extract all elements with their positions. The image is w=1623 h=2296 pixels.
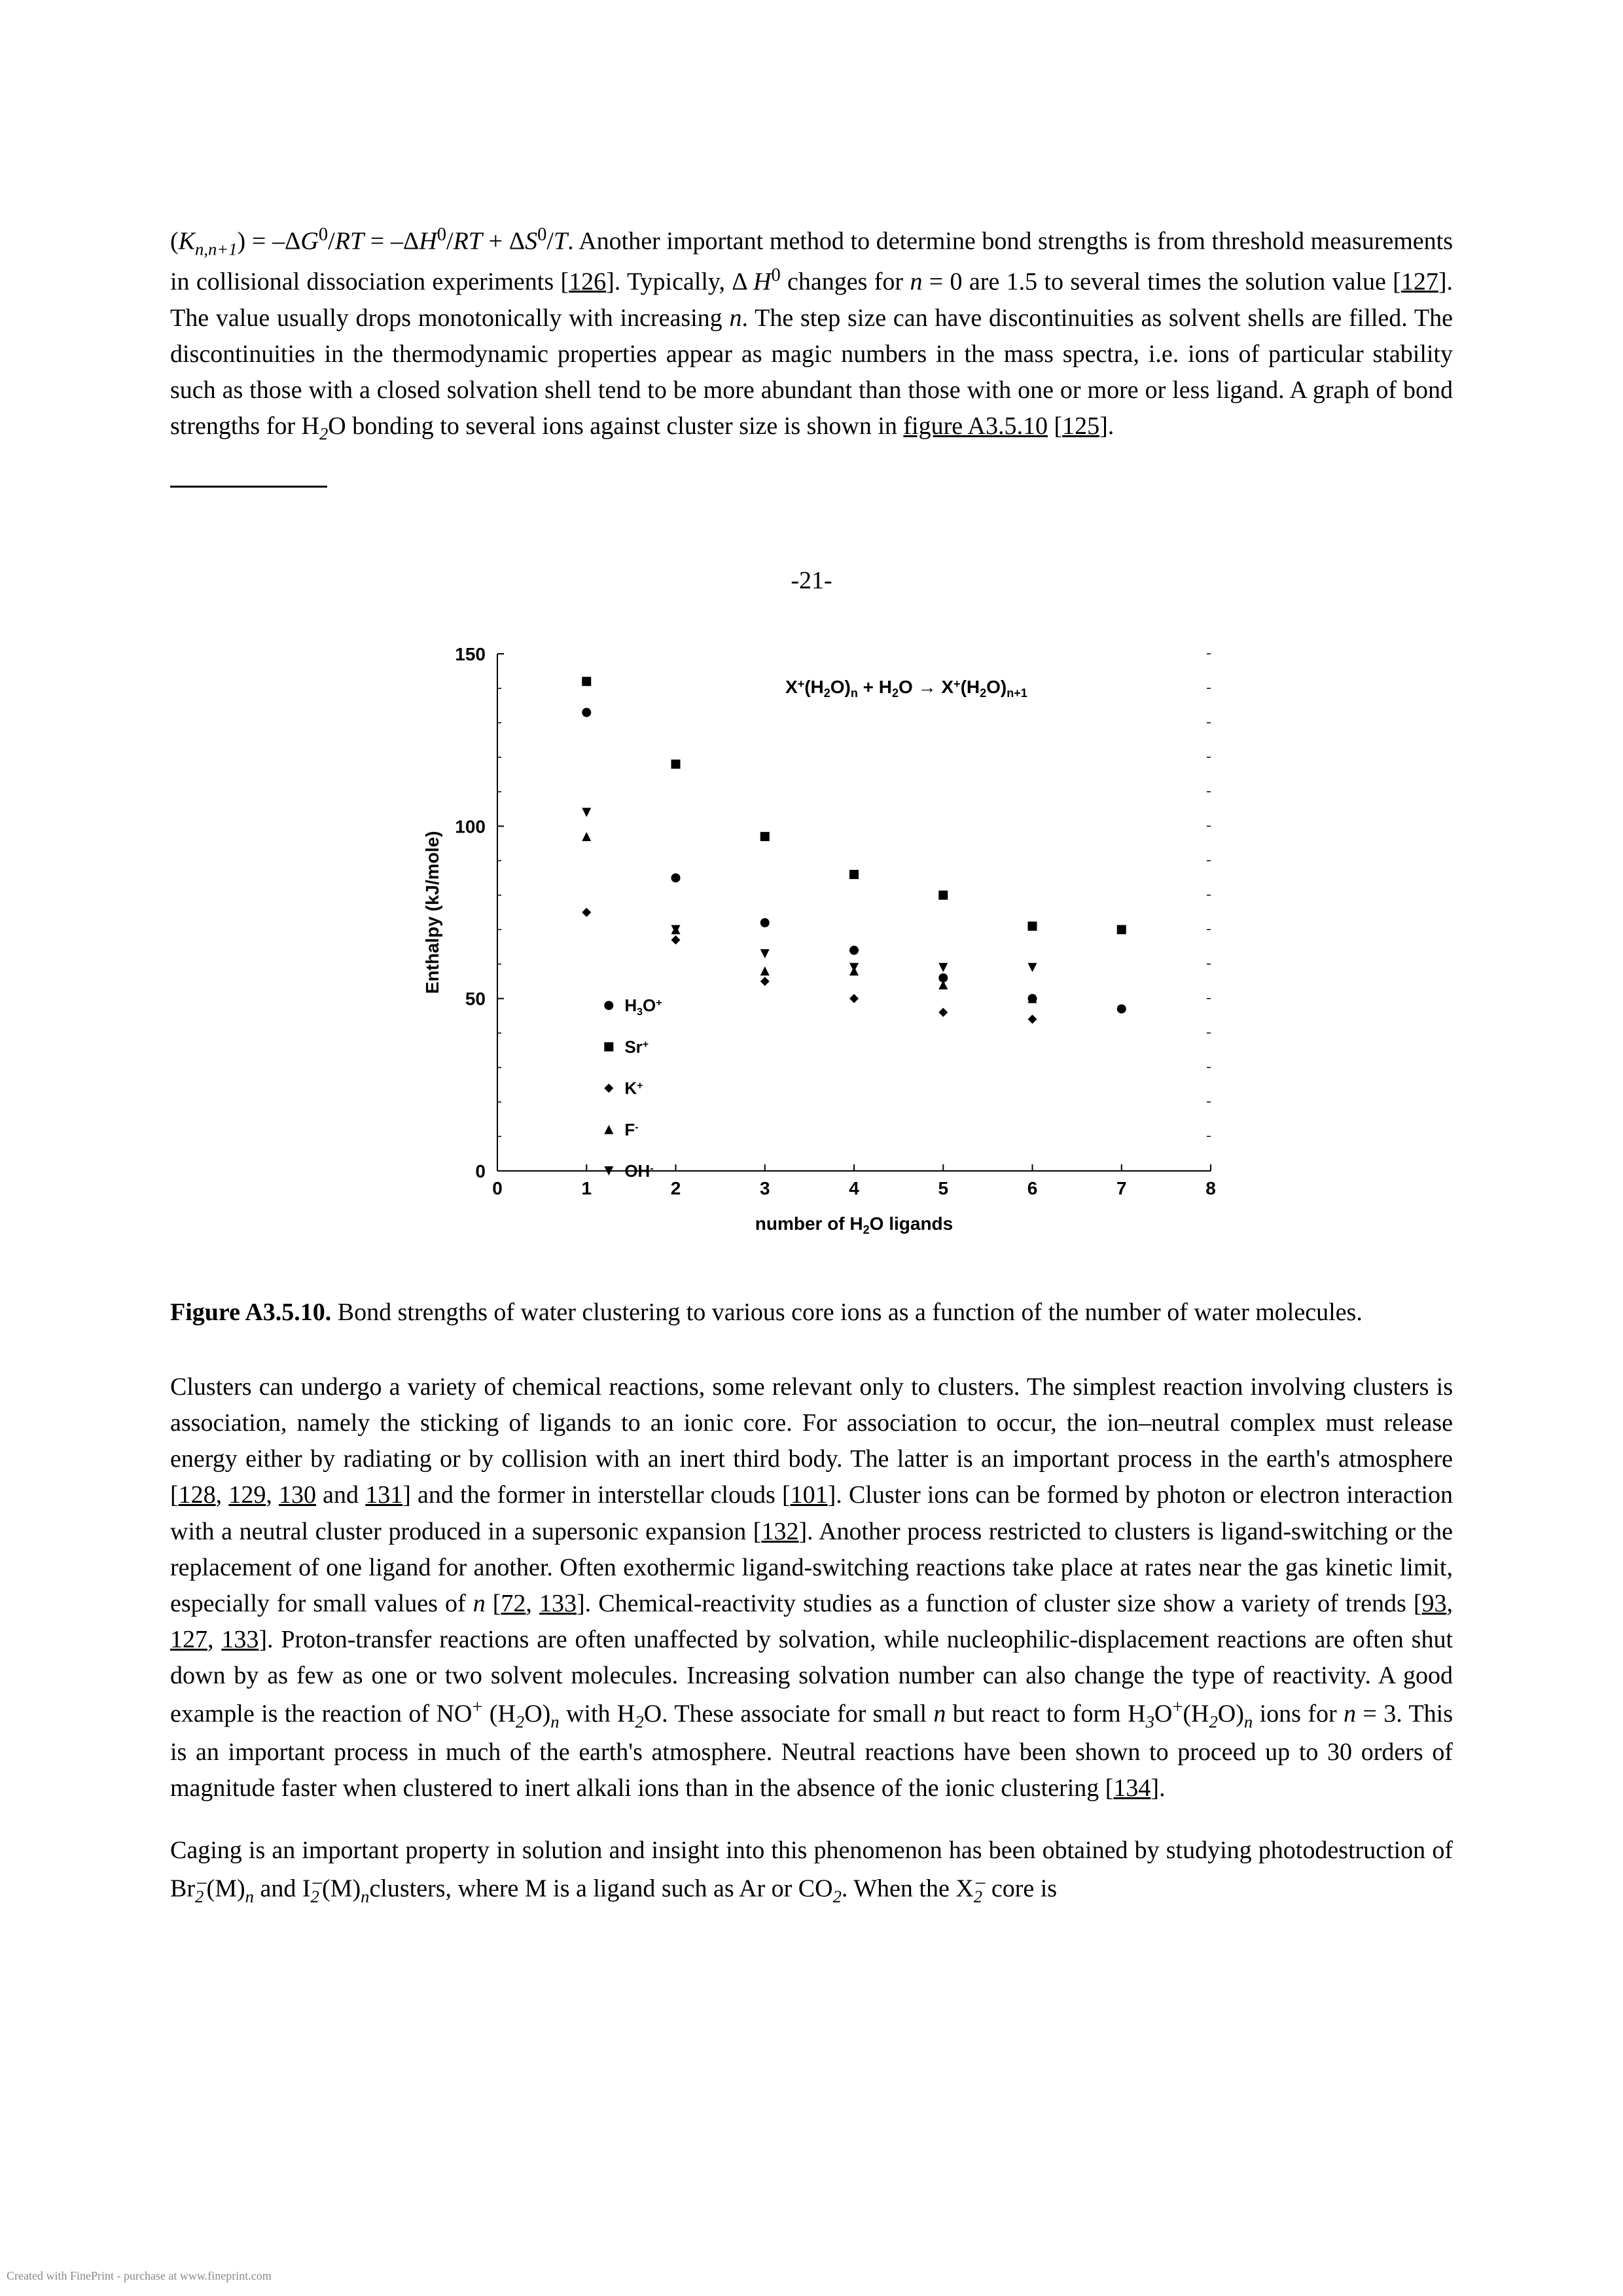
svg-text:Enthalpy (kJ/mole): Enthalpy (kJ/mole) (422, 831, 442, 994)
svg-text:5: 5 (938, 1178, 948, 1198)
svg-text:K+: K+ (624, 1079, 643, 1098)
paragraph-reactions: Clusters can undergo a variety of chemic… (170, 1369, 1453, 1806)
svg-text:2: 2 (671, 1178, 681, 1198)
paragraph-intro: (Kn,n+1) = –ΔG0/RT = –ΔH0/RT + ΔS0/T. An… (170, 221, 1453, 446)
svg-text:H3O+: H3O+ (624, 996, 662, 1018)
svg-text:100: 100 (455, 816, 486, 836)
svg-text:4: 4 (849, 1178, 859, 1198)
svg-text:OH-: OH- (624, 1161, 653, 1181)
svg-text:Sr+: Sr+ (624, 1037, 649, 1056)
page-number: -21- (170, 566, 1453, 595)
svg-text:1: 1 (581, 1178, 592, 1198)
chart-svg: 0 50 100 150 0 1 2 3 4 5 6 7 8 Enthalpy (kJ/mole) numb… (366, 628, 1257, 1256)
svg-text:0: 0 (492, 1178, 503, 1198)
svg-text:6: 6 (1027, 1178, 1038, 1198)
svg-text:0: 0 (475, 1161, 486, 1181)
svg-text:number of H2O ligands: number of H2O ligands (755, 1213, 953, 1236)
figure-caption: Figure A3.5.10. Bond strengths of water … (170, 1295, 1453, 1330)
footer-watermark: Created with FinePrint - purchase at www… (7, 2269, 272, 2283)
svg-text:7: 7 (1116, 1178, 1127, 1198)
paragraph-caging: Caging is an important property in solut… (170, 1833, 1453, 1909)
svg-text:8: 8 (1205, 1178, 1216, 1198)
section-divider (170, 486, 327, 488)
enthalpy-chart: 0 50 100 150 0 1 2 3 4 5 6 7 8 Enthalpy (kJ/mole) numb… (366, 628, 1257, 1256)
svg-text:150: 150 (455, 644, 486, 664)
svg-text:F-: F- (624, 1120, 638, 1139)
svg-text:X+(H2O)n + H2O → X+(H2O)n+1: X+(H2O)n + H2O → X+(H2O)n+1 (785, 677, 1027, 700)
svg-text:50: 50 (465, 989, 486, 1009)
svg-text:3: 3 (760, 1178, 770, 1198)
